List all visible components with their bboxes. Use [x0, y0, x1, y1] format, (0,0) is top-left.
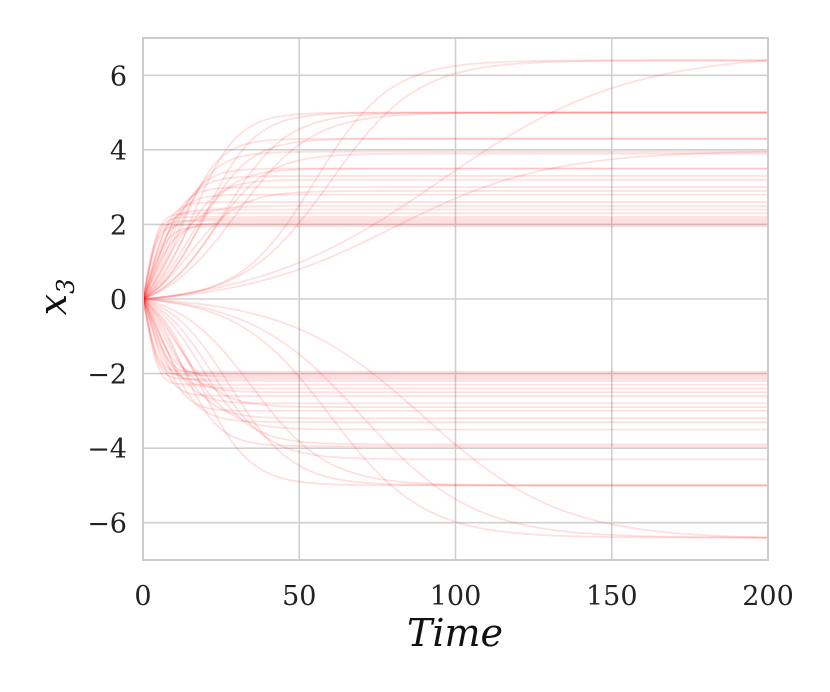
y-tick-label: −4: [87, 434, 127, 465]
trajectory-line-37: [142, 298, 768, 394]
trajectory-line-0: [142, 59, 769, 300]
trajectory-line-39: [142, 298, 768, 405]
trajectory-line-29: [142, 298, 768, 373]
y-tick-label: 6: [110, 61, 127, 92]
x-tick-label: 0: [134, 581, 151, 612]
trajectory-line-28: [142, 225, 768, 300]
trajectory-line-41: [142, 298, 768, 412]
trajectory-line-7: [142, 137, 768, 300]
trajectory-line-50: [142, 298, 768, 487]
trajectory-line-1: [142, 59, 768, 300]
trajectory-line-45: [142, 298, 768, 446]
trajectory-line-48: [142, 298, 768, 487]
trajectory-line-34: [142, 298, 768, 382]
y-tick-label: 4: [110, 136, 127, 167]
trajectory-line-9: [142, 150, 769, 300]
trajectory-line-21: [142, 208, 768, 300]
trajectory-line-53: [142, 298, 768, 539]
trajectory-line-2: [142, 59, 768, 300]
trajectory-line-26: [142, 221, 768, 300]
trajectory-line-33: [142, 298, 768, 381]
trajectory-line-19: [142, 201, 768, 300]
trajectory-line-3: [142, 111, 768, 300]
trajectory-line-10: [142, 150, 768, 300]
trajectory-line-17: [142, 189, 768, 300]
trajectory-line-44: [142, 298, 768, 431]
trajectory-line-15: [142, 178, 768, 300]
trajectory-line-13: [142, 167, 768, 300]
trajectory-line-20: [142, 204, 768, 300]
y-tick-label: 0: [110, 285, 127, 316]
trajectory-line-11: [142, 152, 768, 300]
y-axis-label: x3: [31, 279, 80, 316]
trajectory-line-51: [142, 298, 769, 539]
trajectory-line-38: [142, 298, 768, 397]
x-tick-label: 200: [742, 581, 794, 612]
trajectory-line-49: [142, 298, 768, 487]
trajectory-line-16: [142, 186, 768, 300]
trajectory-line-42: [142, 298, 768, 420]
trajectory-line-22: [142, 212, 768, 300]
x-axis-ticks: 0 50 100 150 200: [134, 581, 793, 612]
trajectory-line-5: [142, 111, 768, 300]
trajectory-line-12: [142, 167, 768, 300]
trajectory-line-30: [142, 298, 768, 375]
trajectory-line-31: [142, 298, 768, 377]
x-axis-label: Time: [407, 611, 503, 655]
trajectory-line-40: [142, 298, 768, 409]
y-tick-label: −2: [87, 360, 127, 391]
x-tick-label: 150: [586, 581, 638, 612]
y-tick-label: 2: [110, 210, 127, 241]
trajectory-lines: [142, 59, 769, 539]
plot-frame: [142, 37, 769, 561]
x-tick-label: 50: [282, 581, 316, 612]
trajectory-line-47: [142, 298, 768, 461]
trajectory-line-8: [142, 137, 768, 300]
trajectory-line-46: [142, 298, 768, 448]
trajectory-line-4: [142, 111, 768, 300]
trajectory-line-18: [142, 193, 768, 300]
x-tick-label: 100: [430, 581, 482, 612]
trajectory-line-14: [142, 175, 768, 300]
y-tick-label: −6: [87, 509, 127, 540]
trajectory-line-35: [142, 298, 768, 386]
trajectory-line-43: [142, 298, 768, 423]
trajectory-line-6: [142, 111, 768, 300]
trajectory-line-25: [142, 219, 768, 300]
trajectory-line-36: [142, 298, 768, 390]
y-axis-label-main: x: [31, 294, 75, 315]
y-axis-label-subscript: 3: [52, 279, 80, 294]
trajectory-line-23: [142, 216, 768, 300]
trajectory-line-32: [142, 298, 768, 379]
trajectory-line-52: [142, 298, 769, 539]
trajectory-line-24: [142, 217, 768, 300]
trajectory-line-27: [142, 223, 768, 300]
y-axis-ticks: −6 −4 −2 0 2 4 6: [87, 61, 127, 539]
